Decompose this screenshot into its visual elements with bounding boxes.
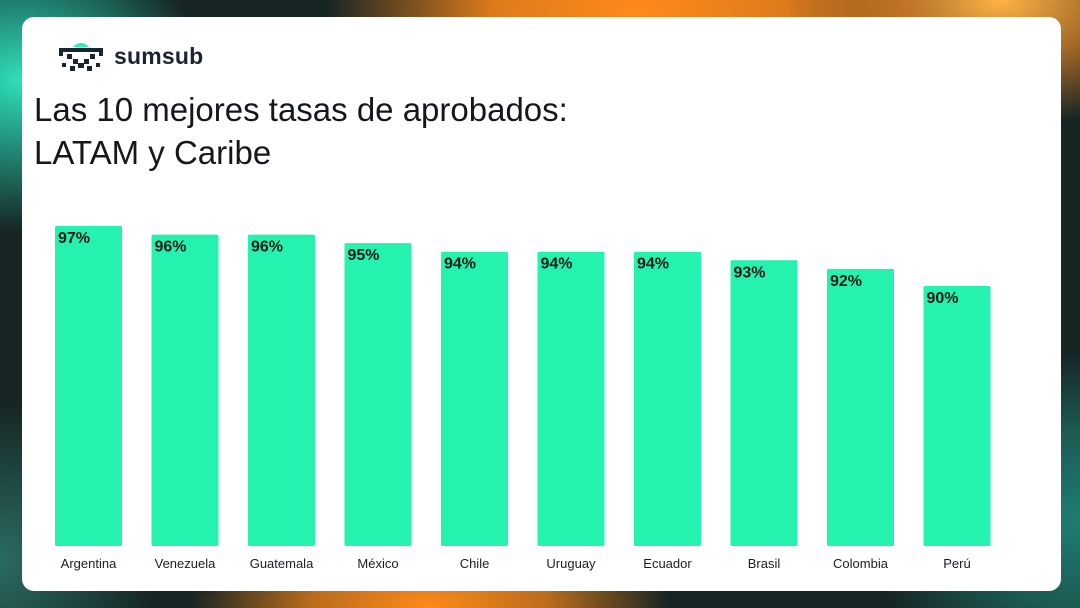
- chart-title: Las 10 mejores tasas de aprobados: LATAM…: [34, 88, 568, 174]
- bar-value-label: 93%: [734, 264, 766, 281]
- bar-4: [344, 243, 412, 546]
- bar-5: [441, 251, 508, 546]
- category-label: Argentina: [61, 556, 117, 571]
- category-label: Ecuador: [643, 556, 692, 571]
- bar-1: [55, 226, 122, 546]
- bar-value-label: 94%: [637, 256, 669, 273]
- bar-9: [827, 268, 894, 546]
- category-label: Brasil: [748, 556, 781, 571]
- chart-title-line-1: Las 10 mejores tasas de aprobados:: [34, 91, 568, 128]
- bar-value-label: 90%: [927, 290, 959, 307]
- category-label: Colombia: [833, 556, 889, 571]
- category-label: Guatemala: [250, 556, 314, 571]
- bar-3: [248, 234, 315, 547]
- bar-8: [730, 260, 798, 546]
- bar-7: [634, 251, 701, 546]
- bar-value-label: 96%: [251, 239, 283, 256]
- chart-title-line-2: LATAM y Caribe: [34, 134, 272, 171]
- category-label: Uruguay: [546, 556, 596, 571]
- bar-value-label: 94%: [541, 256, 573, 273]
- category-label: Venezuela: [155, 556, 216, 571]
- sumsub-logo-icon: [59, 43, 103, 71]
- bar-value-label: 96%: [155, 239, 187, 256]
- bar-value-label: 97%: [58, 230, 90, 247]
- brand-logo: sumsub: [58, 39, 203, 73]
- bar-2: [151, 234, 219, 547]
- category-label: México: [357, 556, 398, 571]
- bar-10: [923, 286, 991, 546]
- brand-name: sumsub: [114, 42, 204, 69]
- bar-value-label: 94%: [444, 256, 476, 273]
- category-label: Chile: [460, 556, 490, 571]
- category-label: Perú: [943, 556, 970, 571]
- bar-value-label: 95%: [348, 247, 380, 264]
- bar-6: [537, 251, 605, 546]
- bar-value-label: 92%: [830, 273, 862, 290]
